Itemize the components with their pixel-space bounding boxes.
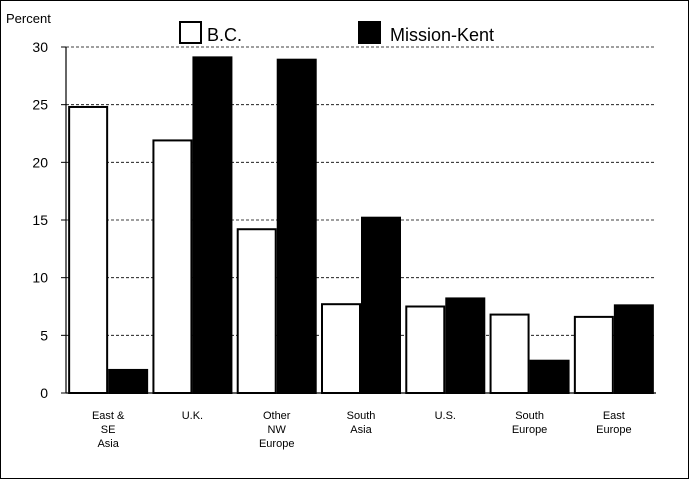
bar-bc-4 [406, 307, 444, 394]
legend-swatch-bc [180, 22, 201, 43]
x-category-label: U.S. [435, 410, 456, 422]
legend-swatch-mission-kent [359, 22, 380, 43]
legend-label-mission-kent: Mission-Kent [390, 25, 494, 45]
y-tick-label: 15 [32, 212, 48, 228]
bar-bc-6 [575, 317, 613, 393]
x-category-label: U.K. [182, 410, 203, 422]
x-category-label: East & SE Asia [92, 410, 125, 450]
bar-bc-0 [69, 107, 107, 393]
bar-bc-3 [322, 304, 360, 393]
x-category-label: South Asia [347, 410, 376, 436]
y-tick-label: 30 [32, 39, 48, 55]
bar-mission-kent-0 [109, 370, 147, 393]
bar-mission-kent-2 [278, 60, 316, 393]
bar-mission-kent-4 [446, 298, 484, 393]
y-ticks: 0 5 10 15 20 25 30 [32, 39, 66, 401]
bar-mission-kent-3 [362, 218, 400, 393]
bar-mission-kent-6 [615, 305, 653, 393]
bars [69, 57, 653, 393]
y-axis-label: Percent [6, 11, 51, 26]
x-category-labels: East & SE Asia U.K. Other NW Europe South Asia U.… [92, 410, 632, 450]
bar-bc-1 [153, 140, 191, 393]
y-tick-label: 25 [32, 97, 48, 113]
bar-mission-kent-5 [531, 361, 569, 393]
legend: B.C. Mission-Kent [180, 22, 494, 45]
x-category-label: East Europe [596, 410, 631, 436]
bar-bc-2 [238, 229, 276, 393]
bar-mission-kent-1 [193, 57, 231, 393]
legend-label-bc: B.C. [207, 25, 242, 45]
y-tick-label: 0 [40, 385, 48, 401]
x-category-label: Other NW Europe [259, 410, 294, 450]
y-tick-label: 10 [32, 270, 48, 286]
y-tick-label: 20 [32, 154, 48, 170]
bar-bc-5 [491, 315, 529, 393]
y-tick-label: 5 [40, 327, 48, 343]
x-category-label: South Europe [512, 410, 547, 436]
